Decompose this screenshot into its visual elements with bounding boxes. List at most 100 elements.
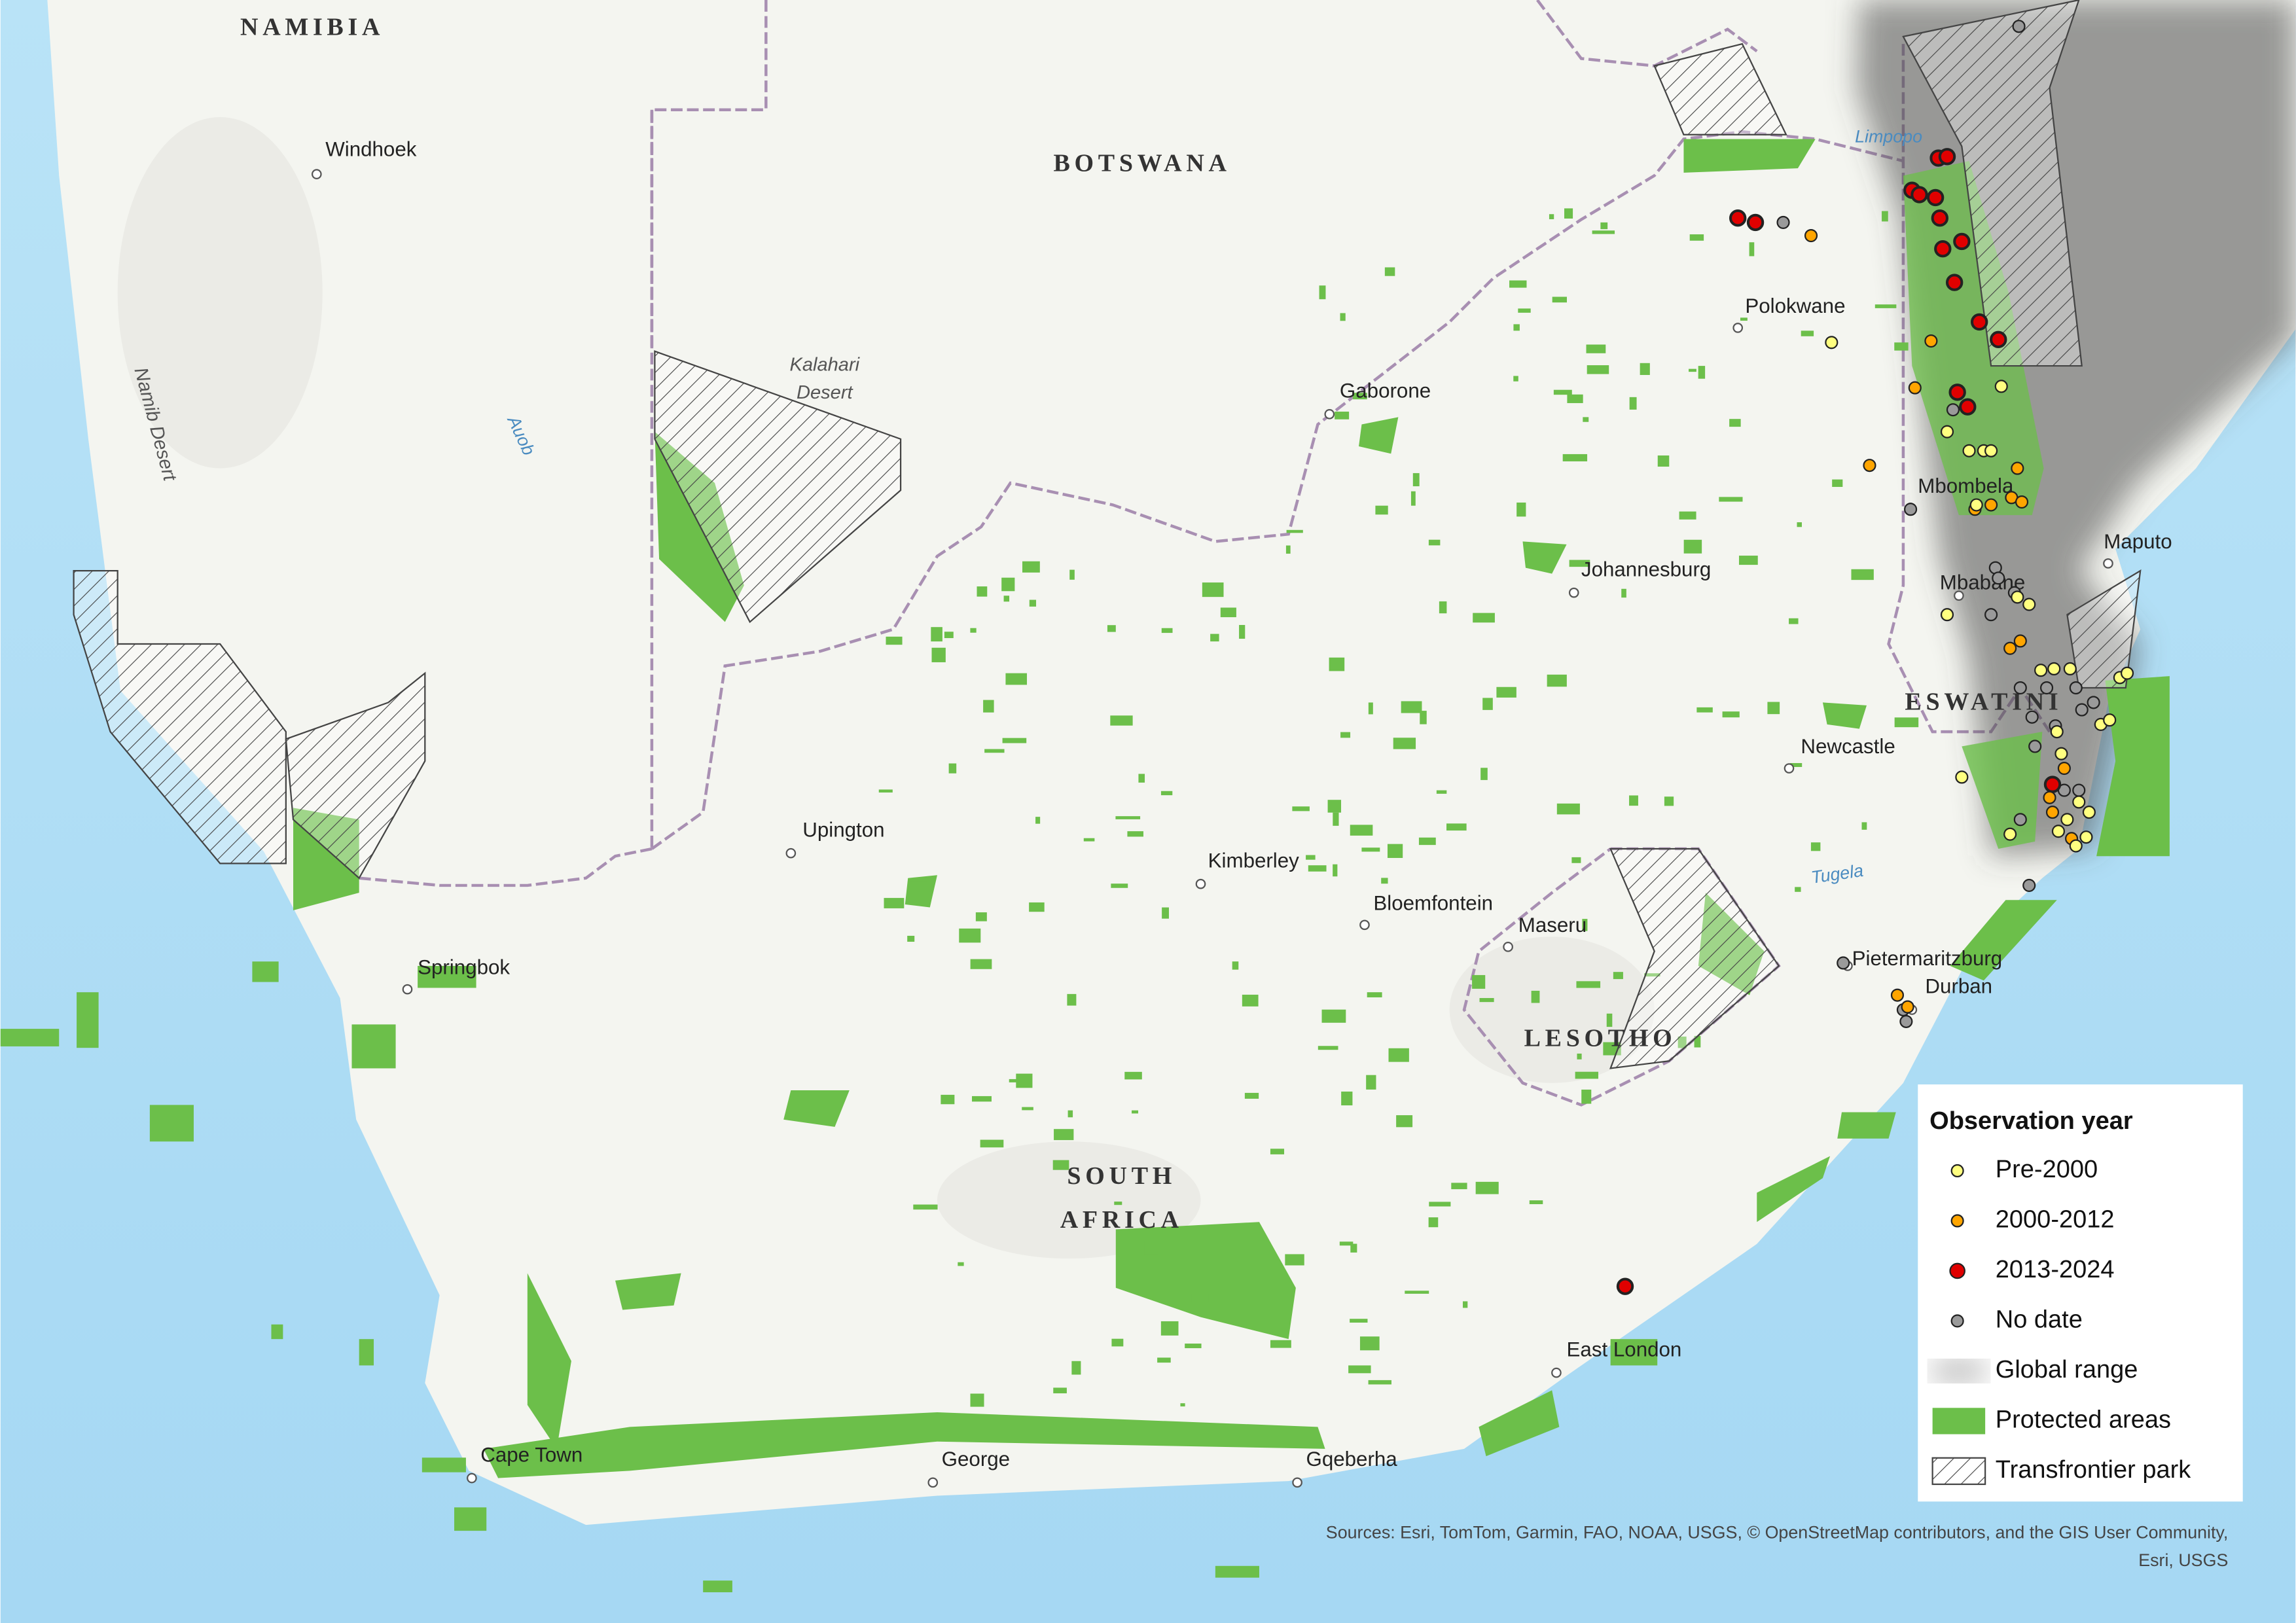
protected-area (1022, 561, 1040, 573)
observation-point (2013, 634, 2027, 648)
city-label: Johannesburg (1581, 558, 1711, 580)
legend-box (1918, 1084, 2243, 1502)
protected-area (1157, 1357, 1171, 1363)
protected-area (1110, 715, 1133, 726)
city-label: Pietermaritzburg (1852, 947, 2003, 970)
observation-point (2072, 783, 2086, 797)
city-label: Maputo (2104, 530, 2172, 553)
legend-label: No date (1996, 1306, 2083, 1333)
observation-point (2003, 827, 2017, 841)
protected-area (975, 912, 987, 921)
observation-point (2013, 681, 2027, 695)
protected-area (1367, 992, 1382, 997)
protected-area (1722, 711, 1740, 718)
protected-area (1462, 1301, 1468, 1308)
legend-symbol (1931, 1457, 1986, 1486)
borders (359, 0, 2051, 1107)
observation-point (1984, 444, 1998, 457)
protected-area (1577, 1053, 1582, 1060)
protected-area (1111, 1338, 1124, 1347)
protected-area (1191, 1294, 1209, 1302)
protected-area (1581, 1089, 1592, 1104)
legend-title: Observation year (1929, 1107, 2133, 1135)
city-dot (785, 847, 797, 859)
protected-area (1335, 411, 1350, 419)
protected-area (1657, 455, 1670, 467)
protected-area (1429, 1202, 1451, 1207)
city-label: Mbombela (1918, 474, 2014, 497)
protected-area (970, 959, 992, 969)
protected-area (1600, 222, 1608, 230)
protected-area (1679, 511, 1696, 520)
observation-point (2025, 710, 2039, 724)
protected-area (1265, 1311, 1286, 1326)
protected-area (1396, 1115, 1413, 1128)
protected-area (1518, 308, 1531, 313)
protected-area (1562, 454, 1588, 461)
protected-area (1767, 702, 1780, 715)
observation-point (2063, 662, 2077, 676)
protected-area (1696, 707, 1713, 713)
protected-area (1306, 855, 1316, 860)
protected-area (1547, 674, 1567, 687)
protected-area (1894, 342, 1909, 351)
protected-area (1341, 1091, 1353, 1106)
protected-area (1016, 1073, 1033, 1088)
protected-area (984, 749, 1005, 753)
city-label: Springbok (418, 956, 510, 979)
protected-area (1436, 790, 1447, 794)
observation-point (1804, 228, 1818, 243)
city-dot (402, 984, 413, 995)
country-label: AFRICA (1060, 1206, 1183, 1234)
protected-area (1420, 711, 1427, 724)
observation-point (2075, 703, 2089, 717)
observation-point (2022, 878, 2036, 892)
protected-area (1375, 505, 1388, 515)
observation-point (2011, 461, 2024, 475)
protected-area (1132, 1110, 1139, 1114)
city-dot (1551, 1367, 1562, 1378)
protected-area (1496, 687, 1516, 698)
protected-area (1613, 972, 1623, 980)
protected-area (907, 935, 915, 942)
protected-area (980, 1139, 1004, 1148)
protected-area (1001, 577, 1015, 592)
protected-area (983, 700, 994, 713)
protected-area (1329, 657, 1345, 671)
protected-area (1729, 419, 1741, 427)
protected-area (1202, 582, 1224, 597)
protected-area (1285, 545, 1291, 554)
protected-area (1683, 539, 1702, 554)
observation-point (1837, 956, 1850, 970)
protected-area (941, 1094, 955, 1105)
protected-area (1242, 994, 1259, 1007)
feature-label: Desert (797, 382, 854, 403)
protected-area (1029, 599, 1037, 607)
protected-area (1797, 522, 1802, 527)
protected-area (1556, 803, 1580, 815)
country-label: BOTSWANA (1053, 149, 1230, 177)
protected-area (1388, 1048, 1409, 1062)
protected-area (977, 586, 988, 597)
protected-area (1689, 368, 1696, 372)
protected-area (1162, 907, 1169, 919)
protected-area (931, 627, 942, 642)
protected-area (1439, 601, 1447, 614)
protected-area (1185, 1344, 1202, 1349)
protected-area (1180, 1403, 1185, 1407)
protected-area (1029, 902, 1045, 912)
protected-area (1052, 1160, 1069, 1170)
observation-point (2034, 664, 2048, 677)
protected-area (944, 632, 954, 639)
protected-area (1083, 838, 1095, 842)
sources: Esri, USGS (2138, 1550, 2228, 1570)
protected-area (1160, 791, 1173, 796)
protected-area (1621, 588, 1626, 598)
observation-point (2050, 725, 2064, 739)
observation-point (1959, 398, 1977, 416)
protected-area (948, 763, 957, 774)
observation-point (2087, 696, 2100, 709)
protected-area (1894, 717, 1919, 728)
observation-point (2072, 795, 2086, 809)
